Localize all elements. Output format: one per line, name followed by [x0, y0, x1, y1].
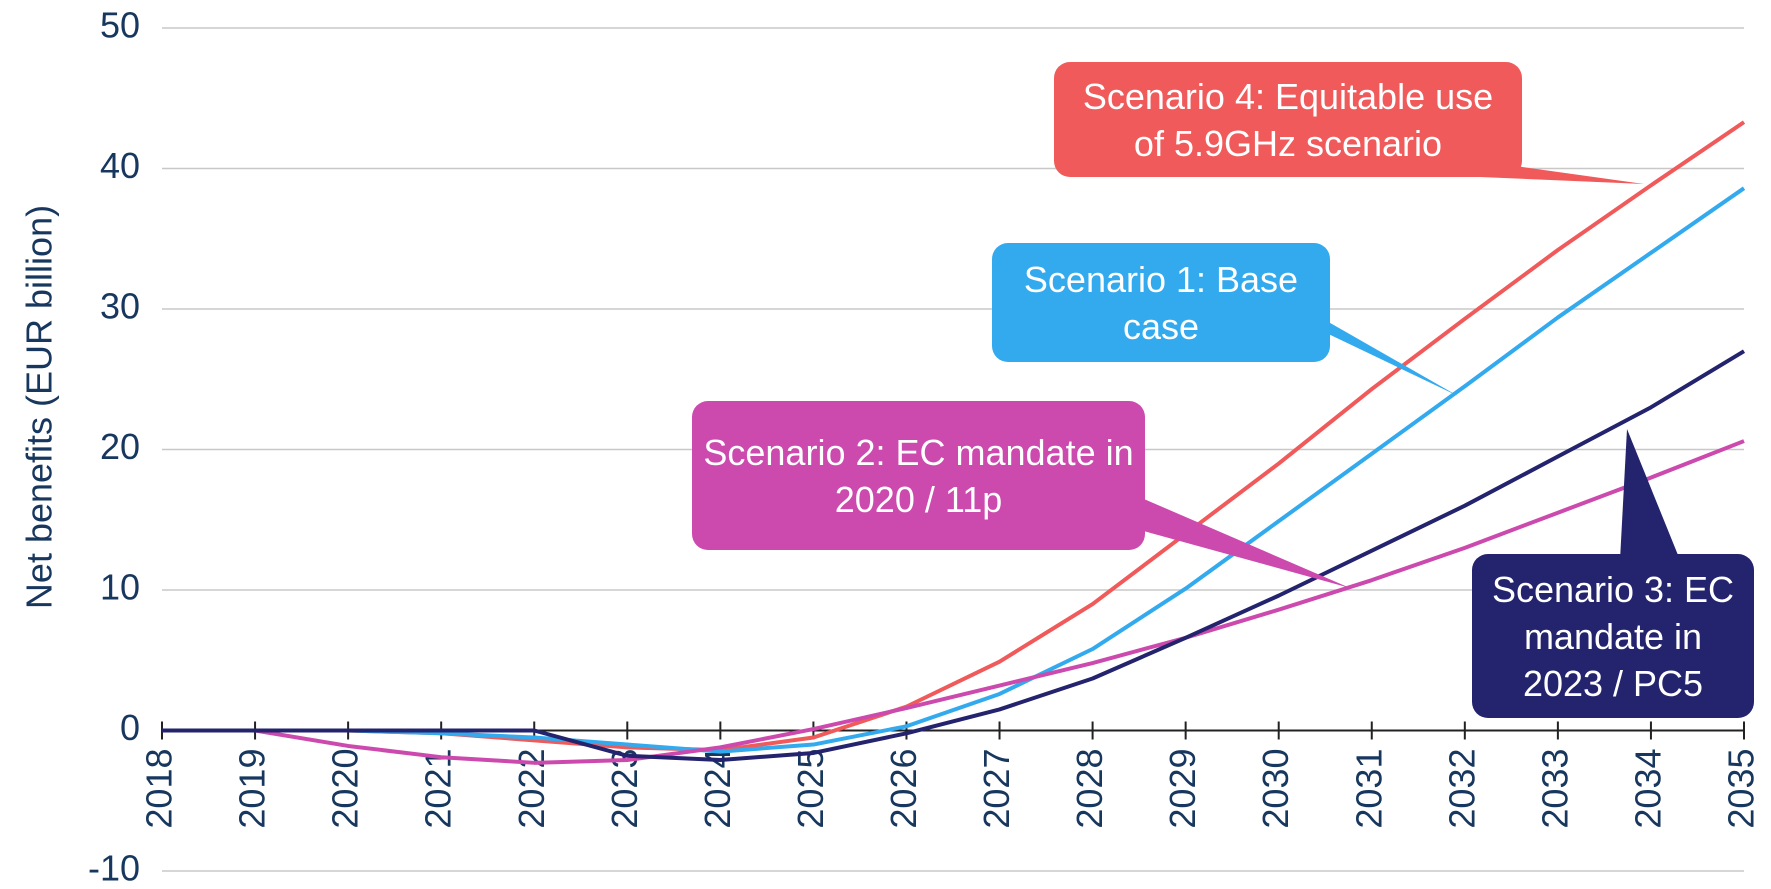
- y-tick-label: 50: [100, 5, 140, 46]
- y-tick-label: 10: [100, 567, 140, 608]
- x-tick-label: 2035: [1721, 749, 1762, 829]
- x-tick-label: 2031: [1348, 749, 1389, 829]
- x-tick-label: 2027: [976, 749, 1017, 829]
- x-tick-label: 2025: [790, 749, 831, 829]
- y-tick-label: 40: [100, 145, 140, 186]
- x-tick-label: 2026: [883, 749, 924, 829]
- y-tick-label: -10: [88, 848, 140, 889]
- x-tick-label: 2028: [1069, 749, 1110, 829]
- x-tick-label: 2033: [1534, 749, 1575, 829]
- series-line: [162, 439, 1745, 765]
- callout: Scenario 2: EC mandate in 2020 / 11p: [692, 401, 1145, 550]
- y-tick-label: 0: [120, 707, 140, 748]
- callout-pointer: [1100, 480, 1350, 588]
- x-tick-label: 2021: [418, 749, 459, 829]
- y-tick-label: 30: [100, 286, 140, 327]
- callout: Scenario 3: EC mandate in 2023 / PC5: [1472, 554, 1754, 718]
- x-tick-label: 2018: [139, 749, 180, 829]
- series-line: [162, 186, 1746, 754]
- x-tick-label: 2032: [1441, 749, 1482, 829]
- callout-pointer: [1620, 429, 1680, 560]
- callout-pointer: [1290, 300, 1458, 396]
- x-tick-label: 2020: [325, 749, 366, 829]
- y-axis-label: Net benefits (EUR billion): [19, 205, 60, 609]
- callout: Scenario 4: Equitable use of 5.9GHz scen…: [1054, 62, 1522, 177]
- x-tick-label: 2030: [1255, 749, 1296, 829]
- callout: Scenario 1: Base case: [992, 243, 1330, 362]
- x-tick-label: 2034: [1627, 749, 1668, 829]
- x-tick-label: 2019: [232, 749, 273, 829]
- x-tick-label: 2029: [1162, 749, 1203, 829]
- series-line: [162, 349, 1746, 763]
- y-tick-label: 20: [100, 426, 140, 467]
